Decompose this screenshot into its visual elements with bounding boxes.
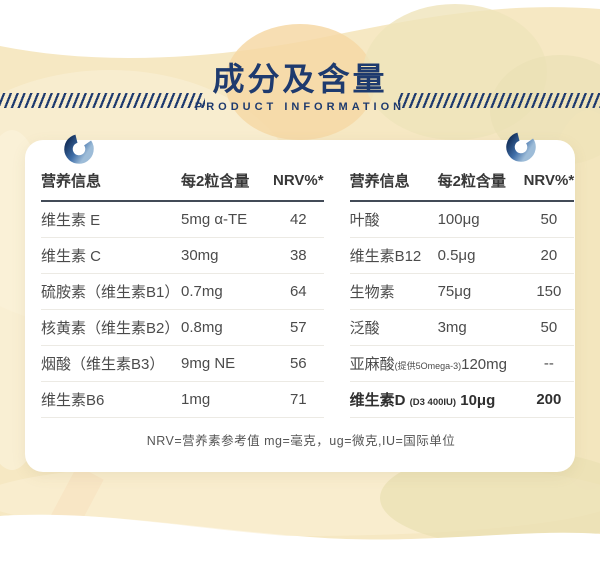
amount-cell: 0.5μg	[437, 247, 476, 264]
nutrient-name-cell: 核黄素（维生素B2）	[41, 320, 180, 337]
nutrition-card: 营养信息 每2粒含量 NRV%* 维生素 E 5mg α-TE 42 维生素 C…	[25, 140, 575, 472]
nrv-cell: 200	[536, 391, 562, 408]
column-header-nrv: NRV%*	[523, 172, 575, 189]
nutrient-name-cell: 叶酸	[349, 212, 380, 229]
blue-ring-icon	[506, 132, 536, 162]
nrv-cell: 50	[540, 319, 558, 336]
table-row: 维生素 E 5mg α-TE 42	[41, 202, 324, 238]
amount-cell: 5mg α-TE	[181, 211, 248, 228]
table-row: 叶酸 100μg 50	[349, 202, 575, 238]
nutrient-note: (提供5Omega-3)	[394, 361, 462, 371]
column-header-amount: 每2粒含量	[437, 173, 506, 190]
nrv-cell: 150	[536, 283, 562, 300]
blue-ring-icon	[64, 134, 94, 164]
nrv-cell: 20	[540, 247, 558, 264]
nutrient-name-cell: 亚麻酸(提供5Omega-3)120mg	[349, 356, 507, 373]
column-header-nutrient: 营养信息	[41, 173, 102, 190]
amount-cell: 10μg	[460, 392, 496, 409]
nrv-cell: 38	[289, 247, 307, 264]
banner: 成分及含量 PRODUCT INFORMATION	[0, 60, 600, 113]
nutrient-name-cell: 泛酸	[349, 320, 380, 337]
nutrient-name-cell: 维生素B6	[41, 392, 105, 409]
nutrient-name-cell: 维生素 E	[41, 212, 101, 229]
nrv-cell: 64	[289, 283, 307, 300]
nrv-cell: 57	[289, 319, 307, 336]
nrv-cell: 50	[540, 211, 558, 228]
table-row: 核黄素（维生素B2） 0.8mg 57	[41, 310, 324, 346]
table-footnote: NRV=营养素参考值 mg=毫克，ug=微克,IU=国际单位	[146, 434, 456, 448]
nutrient-note: (D3 400IU)	[409, 397, 457, 408]
table-header-row: 营养信息 每2粒含量 NRV%*	[349, 170, 575, 202]
nrv-cell: 42	[289, 211, 307, 228]
hatch-lines-left-icon	[0, 93, 205, 108]
amount-cell: 30mg	[181, 247, 219, 264]
column-header-amount: 每2粒含量	[181, 173, 250, 190]
amount-cell: 0.7mg	[181, 283, 223, 300]
table-row: 泛酸 3mg 50	[349, 310, 575, 346]
amount-cell: 3mg	[437, 319, 467, 336]
amount-cell: 100μg	[437, 211, 480, 228]
page-title: 成分及含量	[212, 61, 388, 97]
nutrient-name-cell: 维生素B12	[349, 248, 422, 265]
column-header-nutrient: 营养信息	[349, 173, 410, 190]
nutrient-name-cell: 烟酸（维生素B3）	[41, 356, 165, 373]
table-row: 烟酸（维生素B3） 9mg NE 56	[41, 346, 324, 382]
amount-cell: 120mg	[461, 356, 507, 373]
table-row: 硫胺素（维生素B1） 0.7mg 64	[41, 274, 324, 310]
table-row: 维生素B6 1mg 71	[41, 382, 324, 418]
amount-cell: 1mg	[181, 391, 211, 408]
table-header-row: 营养信息 每2粒含量 NRV%*	[41, 170, 324, 202]
nrv-cell: 56	[289, 355, 307, 372]
nutrition-table-right: 营养信息 每2粒含量 NRV%* 叶酸 100μg 50 维生素B12 0.5μ…	[349, 170, 575, 418]
nrv-cell: 71	[289, 391, 307, 408]
amount-cell: 0.8mg	[181, 319, 223, 336]
nutrient-name-cell: 生物素	[349, 284, 395, 301]
table-row-vitamin-d: 维生素D (D3 400IU) 10μg 200	[349, 382, 575, 418]
nutrient-name-cell: 维生素 C	[41, 248, 102, 265]
nutrition-table-left: 营养信息 每2粒含量 NRV%* 维生素 E 5mg α-TE 42 维生素 C…	[41, 170, 324, 418]
column-header-nrv: NRV%*	[273, 172, 324, 189]
nutrient-name-cell: 维生素D (D3 400IU) 10μg	[349, 392, 496, 409]
table-row: 生物素 75μg 150	[349, 274, 575, 310]
page-subtitle: PRODUCT INFORMATION	[194, 101, 406, 113]
amount-cell: 75μg	[437, 283, 472, 300]
table-row-linolenic: 亚麻酸(提供5Omega-3)120mg --	[349, 346, 575, 382]
amount-cell: 9mg NE	[181, 355, 236, 372]
nutrition-tables: 营养信息 每2粒含量 NRV%* 维生素 E 5mg α-TE 42 维生素 C…	[41, 170, 575, 418]
table-row: 维生素B12 0.5μg 20	[349, 238, 575, 274]
hatch-lines-right-icon	[398, 93, 600, 108]
nutrient-name-cell: 硫胺素（维生素B1）	[41, 284, 180, 301]
table-row: 维生素 C 30mg 38	[41, 238, 324, 274]
nrv-cell: --	[543, 355, 554, 372]
